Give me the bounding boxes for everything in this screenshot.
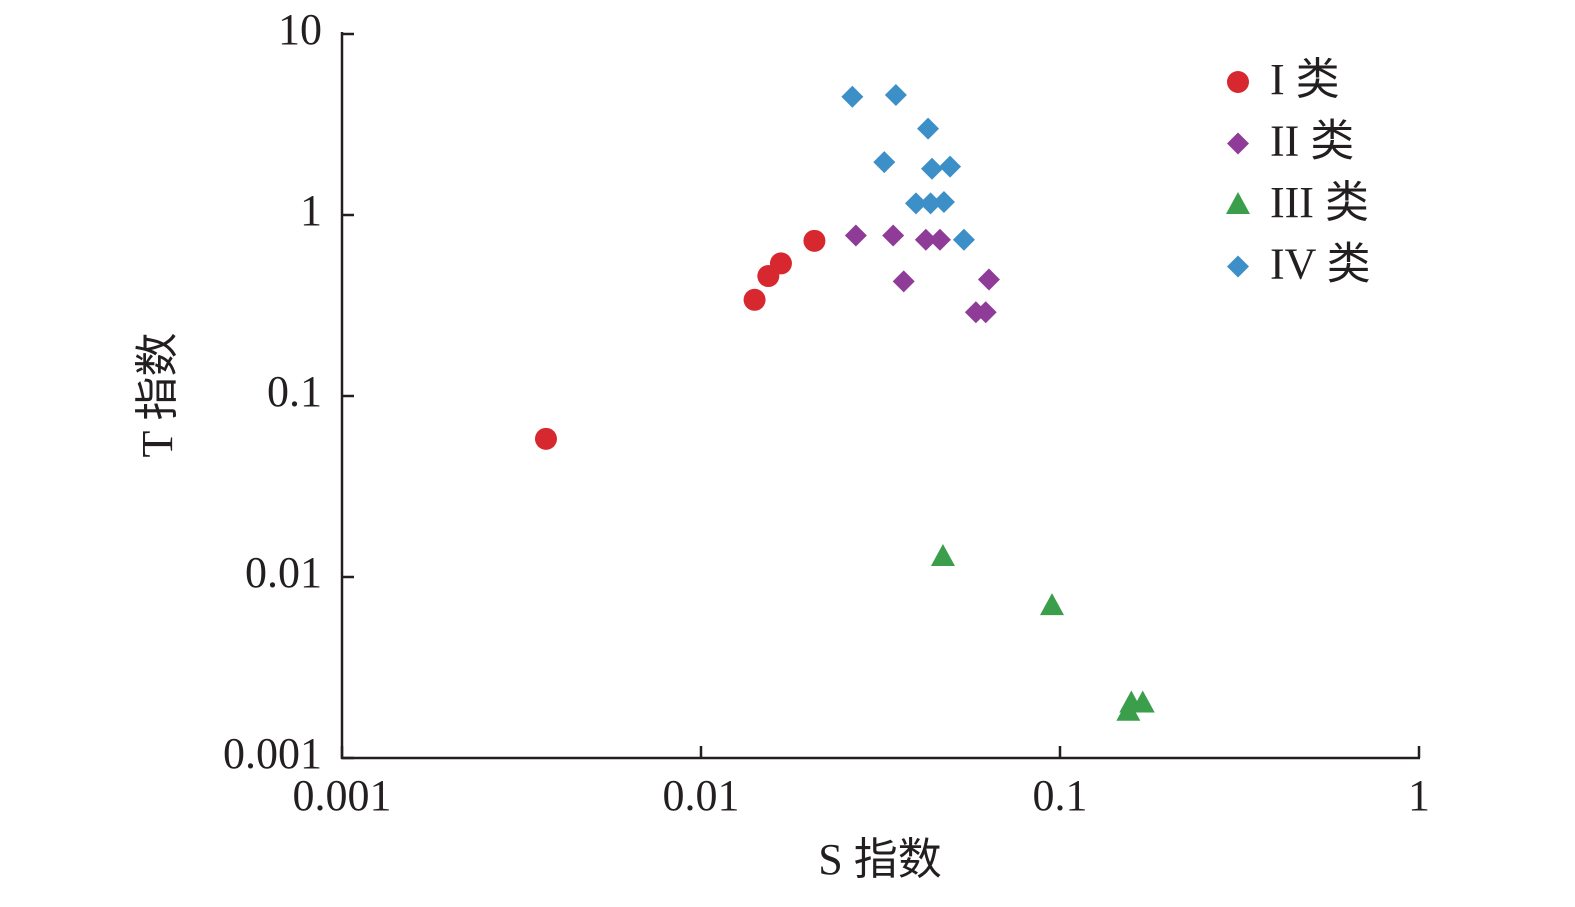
data-point — [873, 151, 896, 174]
data-point — [952, 228, 975, 251]
data-point — [932, 190, 955, 213]
data-point — [914, 228, 937, 251]
data-point — [841, 85, 864, 108]
data-point — [844, 224, 867, 247]
data-point — [939, 155, 962, 178]
data-point — [534, 427, 557, 450]
data-point — [769, 252, 792, 275]
data-point — [930, 543, 955, 566]
y-tick-label: 0.01 — [245, 548, 322, 597]
data-point — [892, 270, 915, 293]
x-tick-label: 0.001 — [293, 771, 392, 820]
data-point — [904, 192, 927, 215]
data-point — [974, 301, 997, 324]
data-point — [920, 157, 943, 180]
legend-label: IV 类 — [1270, 240, 1371, 289]
x-tick-label: 0.01 — [663, 771, 740, 820]
data-point — [884, 84, 907, 107]
y-tick-label: 0.1 — [267, 367, 322, 416]
data-point — [743, 288, 766, 311]
data-point — [803, 229, 826, 252]
y-tick-label: 10 — [278, 5, 322, 54]
y-tick-label: 1 — [300, 186, 322, 235]
legend-label: II 类 — [1270, 117, 1354, 166]
y-tick-label: 0.001 — [223, 729, 322, 778]
data-point — [1130, 690, 1155, 713]
x-tick-label: 0.1 — [1033, 771, 1088, 820]
data-point — [882, 224, 905, 247]
legend-label: III 类 — [1270, 178, 1369, 227]
legend-marker — [1226, 192, 1250, 214]
data-point — [928, 228, 951, 251]
data-point — [1040, 593, 1065, 616]
data-point — [977, 268, 1000, 291]
data-point — [919, 192, 942, 215]
legend-marker — [1227, 71, 1249, 93]
x-axis-label: S 指数 — [818, 835, 941, 884]
data-point — [917, 117, 940, 140]
y-axis-label: T 指数 — [133, 332, 182, 457]
legend-marker — [1227, 255, 1249, 278]
legend-marker — [1227, 132, 1249, 155]
legend-label: I 类 — [1270, 55, 1340, 104]
x-tick-label: 1 — [1408, 771, 1430, 820]
